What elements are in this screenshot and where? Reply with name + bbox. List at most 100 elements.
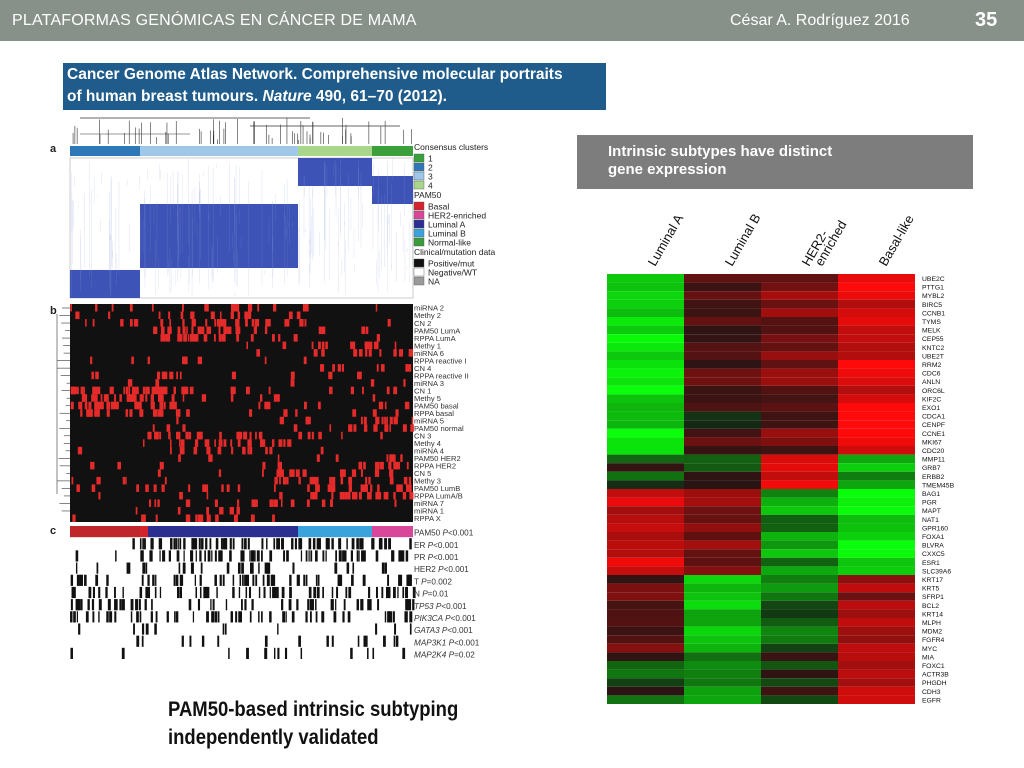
expression-cell [607, 403, 684, 412]
expression-cell [838, 678, 915, 687]
expression-cell [684, 317, 761, 326]
expression-cell [761, 592, 838, 601]
svg-text:1: 1 [428, 154, 433, 164]
expression-cell [607, 325, 684, 335]
expression-cell [607, 609, 684, 618]
expression-cell [684, 394, 761, 403]
panel-c-row-labels: PAM50 P<0.001 ER P<0.001 PR P<0.001 HER2 P<… [414, 529, 480, 660]
expression-cell [838, 351, 915, 360]
expression-cell [607, 351, 684, 360]
expression-cell [761, 497, 838, 507]
expression-cell [838, 592, 915, 601]
citation-authors-title: of human breast tumours. [67, 88, 263, 105]
expression-cell [761, 385, 838, 395]
panel-b-row-label: PAM50 LumB [414, 484, 460, 493]
svg-text:2: 2 [428, 163, 433, 173]
panel-b-row-label: Methy 1 [414, 341, 441, 350]
gene-label: BAG1 [922, 491, 940, 498]
expression-cell [761, 342, 838, 352]
expression-cell [838, 695, 915, 704]
panel-b-row-label: miRNA 6 [414, 349, 444, 358]
expression-cell [838, 420, 915, 429]
expression-cell [761, 643, 838, 653]
gene-label: CCNE1 [922, 431, 945, 438]
expression-cell [761, 626, 838, 636]
gene-label: CDC20 [922, 448, 945, 455]
gene-label: CDC6 [922, 371, 941, 378]
gene-label: FOXC1 [922, 663, 945, 670]
gene-label: TMEM45B [922, 482, 955, 489]
panel-b-row-label: miRNA 7 [414, 499, 444, 508]
svg-text:3: 3 [428, 172, 433, 182]
subtype-column-label: Luminal A [645, 211, 687, 268]
citation-box: Cancer Genome Atlas Network. Comprehensi… [63, 63, 606, 110]
expression-cell [684, 686, 761, 696]
expression-cell [607, 385, 684, 395]
expression-cell [838, 334, 915, 343]
gene-label: SLC39A6 [922, 568, 951, 575]
gene-label: RRM2 [922, 362, 941, 369]
expression-cell [838, 626, 915, 636]
gene-label: GRB7 [922, 465, 941, 472]
panel-b-row-label: PAM50 HER2 [414, 454, 461, 463]
expression-cell [838, 291, 915, 300]
expression-cell [761, 489, 838, 498]
panel-b-row-label: RPPA reactive I [414, 356, 467, 365]
expression-cell [607, 334, 684, 343]
panel-c-row-label: PR P<0.001 [414, 553, 459, 562]
panel-c-row-label: GATA3 P<0.001 [414, 626, 473, 635]
expression-cell [684, 600, 761, 610]
panel-b-row-label: RPPA basal [414, 409, 454, 418]
expression-cell [684, 360, 761, 369]
right-title-line-1: Intrinsic subtypes have distinct [608, 143, 833, 160]
expression-cell [607, 643, 684, 653]
expression-cell [607, 317, 684, 326]
expression-cell [684, 540, 761, 550]
expression-cell [761, 299, 838, 309]
panel-c-row-label: PIK3CA P<0.001 [414, 614, 476, 623]
expression-cell [684, 299, 761, 309]
gene-label: MLPH [922, 620, 941, 627]
expression-cell [607, 282, 684, 292]
expression-cell [838, 583, 915, 593]
svg-text:HER2-enriched: HER2-enriched [428, 211, 486, 221]
expression-cell [761, 678, 838, 687]
expression-cell [684, 308, 761, 317]
expression-cells [607, 274, 915, 704]
expression-cell [761, 686, 838, 696]
expression-cell [607, 600, 684, 610]
panel-b-row-label: PAM50 basal [414, 401, 459, 410]
gene-label: CEP55 [922, 336, 944, 343]
expression-cell [607, 618, 684, 627]
expression-cell [838, 618, 915, 627]
expression-cell [684, 592, 761, 601]
subtype-column-labels: Luminal A Luminal B HER2-enriched Basal-lik… [645, 211, 917, 269]
gene-label: PGR [922, 500, 937, 507]
expression-cell [761, 471, 838, 481]
panel-b-row-label: RPPA HER2 [414, 462, 456, 471]
expression-cell [838, 489, 915, 498]
svg-text:4: 4 [428, 181, 433, 191]
expression-cell [761, 549, 838, 558]
gene-label: BCL2 [922, 603, 939, 610]
expression-cell [684, 274, 761, 283]
expression-cell [761, 420, 838, 429]
expression-cell [761, 695, 838, 704]
expression-cell [838, 299, 915, 309]
expression-cell [684, 497, 761, 507]
expression-cell [607, 575, 684, 584]
panel-b-row-label: Methy 3 [414, 477, 441, 486]
expression-cell [607, 669, 684, 679]
expression-cell [684, 411, 761, 421]
expression-cell [684, 480, 761, 489]
expression-cell [838, 540, 915, 550]
gene-label: ERBB2 [922, 474, 945, 481]
expression-cell [838, 532, 915, 541]
expression-cell [761, 540, 838, 550]
panel-b-row-label: miRNA 1 [414, 507, 444, 516]
expression-cell [684, 428, 761, 438]
expression-cell [607, 506, 684, 515]
expression-cell [607, 274, 684, 283]
expression-cell [838, 463, 915, 472]
expression-cell [838, 385, 915, 395]
